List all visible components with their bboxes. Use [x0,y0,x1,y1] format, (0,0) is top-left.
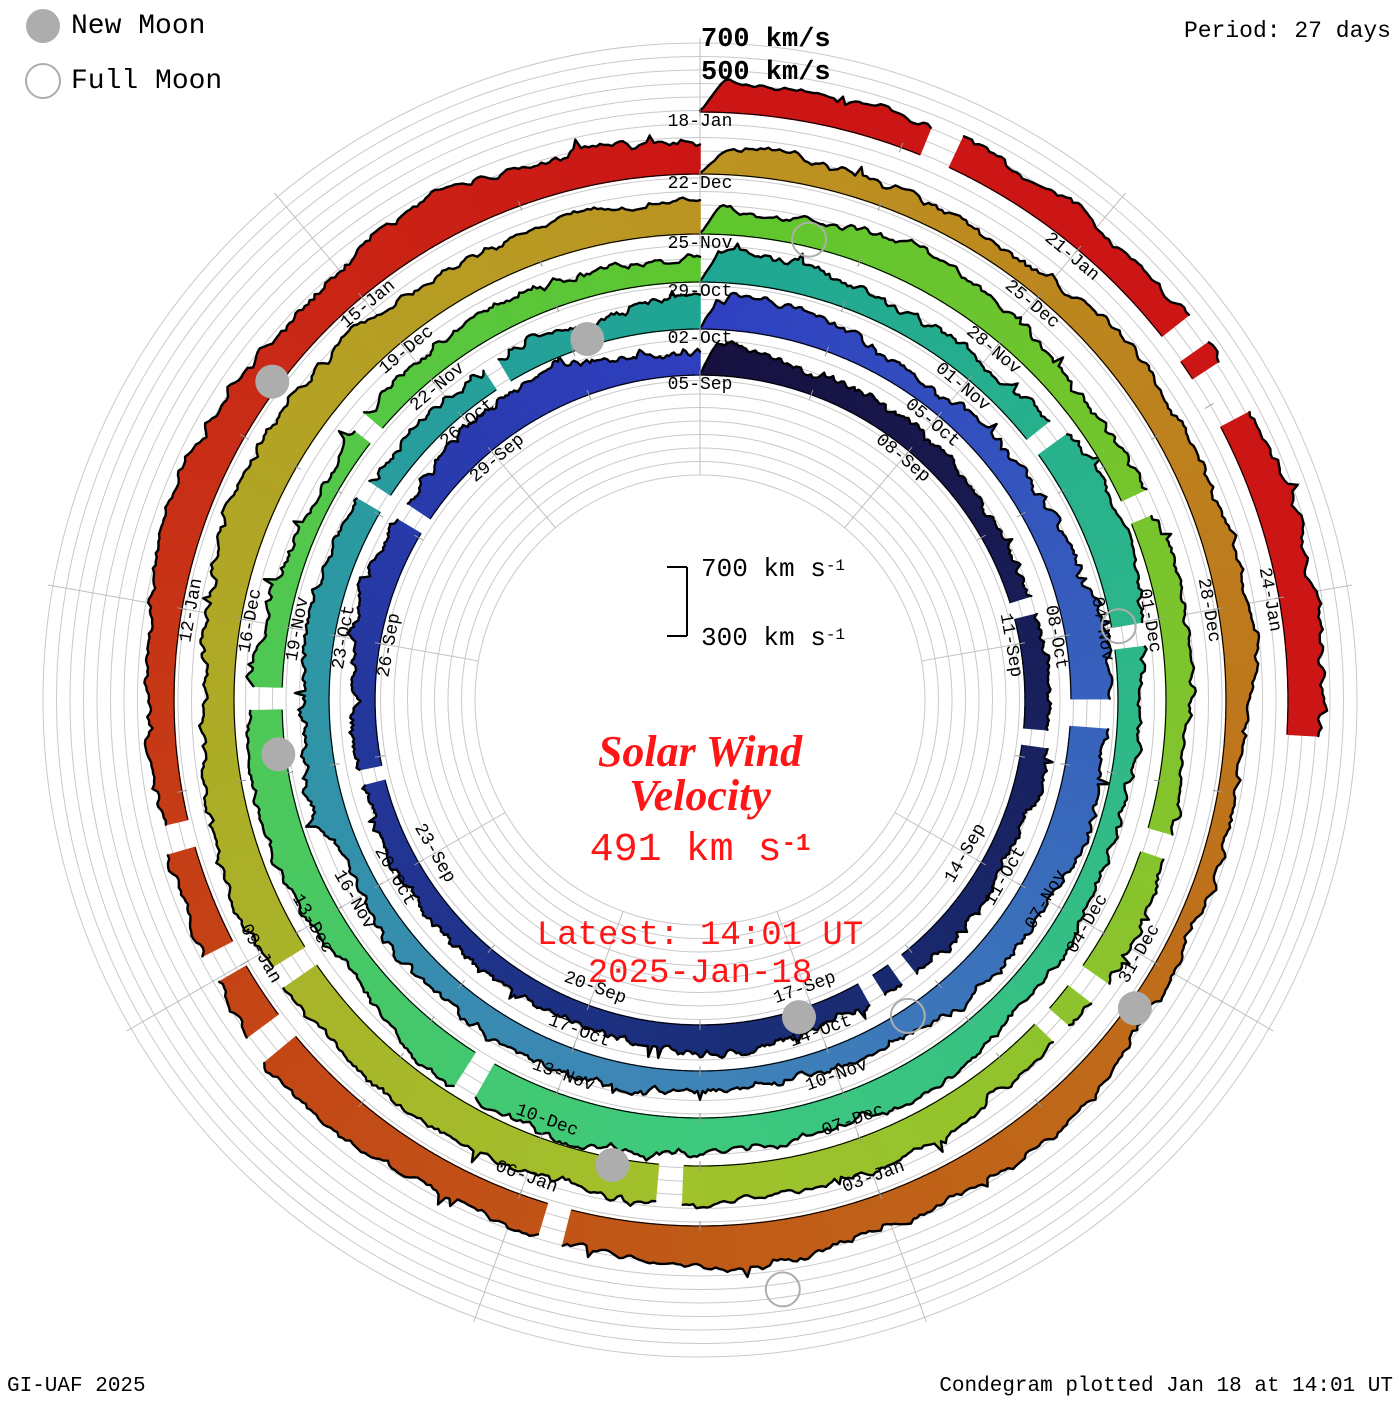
svg-text:500 km/s: 500 km/s [701,58,831,88]
svg-text:Full Moon: Full Moon [71,66,222,97]
svg-text:Solar Wind: Solar Wind [598,727,803,776]
svg-text:700 km s-1: 700 km s-1 [701,554,845,584]
svg-text:2025-Jan-18: 2025-Jan-18 [588,955,812,993]
svg-text:Period: 27 days: Period: 27 days [1184,18,1391,44]
svg-text:491 km s-1: 491 km s-1 [590,828,811,873]
svg-text:25-Nov: 25-Nov [668,234,733,254]
svg-text:05-Sep: 05-Sep [668,375,733,395]
svg-text:18-Jan: 18-Jan [668,112,733,132]
svg-text:Velocity: Velocity [629,771,771,820]
svg-text:New Moon: New Moon [71,11,205,42]
svg-text:Condegram plotted Jan 18 at 14: Condegram plotted Jan 18 at 14:01 UT [939,1375,1393,1398]
svg-text:02-Oct: 02-Oct [668,329,733,349]
svg-text:300 km s-1: 300 km s-1 [701,623,845,653]
svg-text:Latest: 14:01 UT: Latest: 14:01 UT [537,917,863,955]
svg-text:22-Dec: 22-Dec [668,174,733,194]
svg-text:700 km/s: 700 km/s [701,25,831,55]
svg-text:29-Oct: 29-Oct [668,282,733,302]
svg-text:GI-UAF 2025: GI-UAF 2025 [7,1375,146,1398]
